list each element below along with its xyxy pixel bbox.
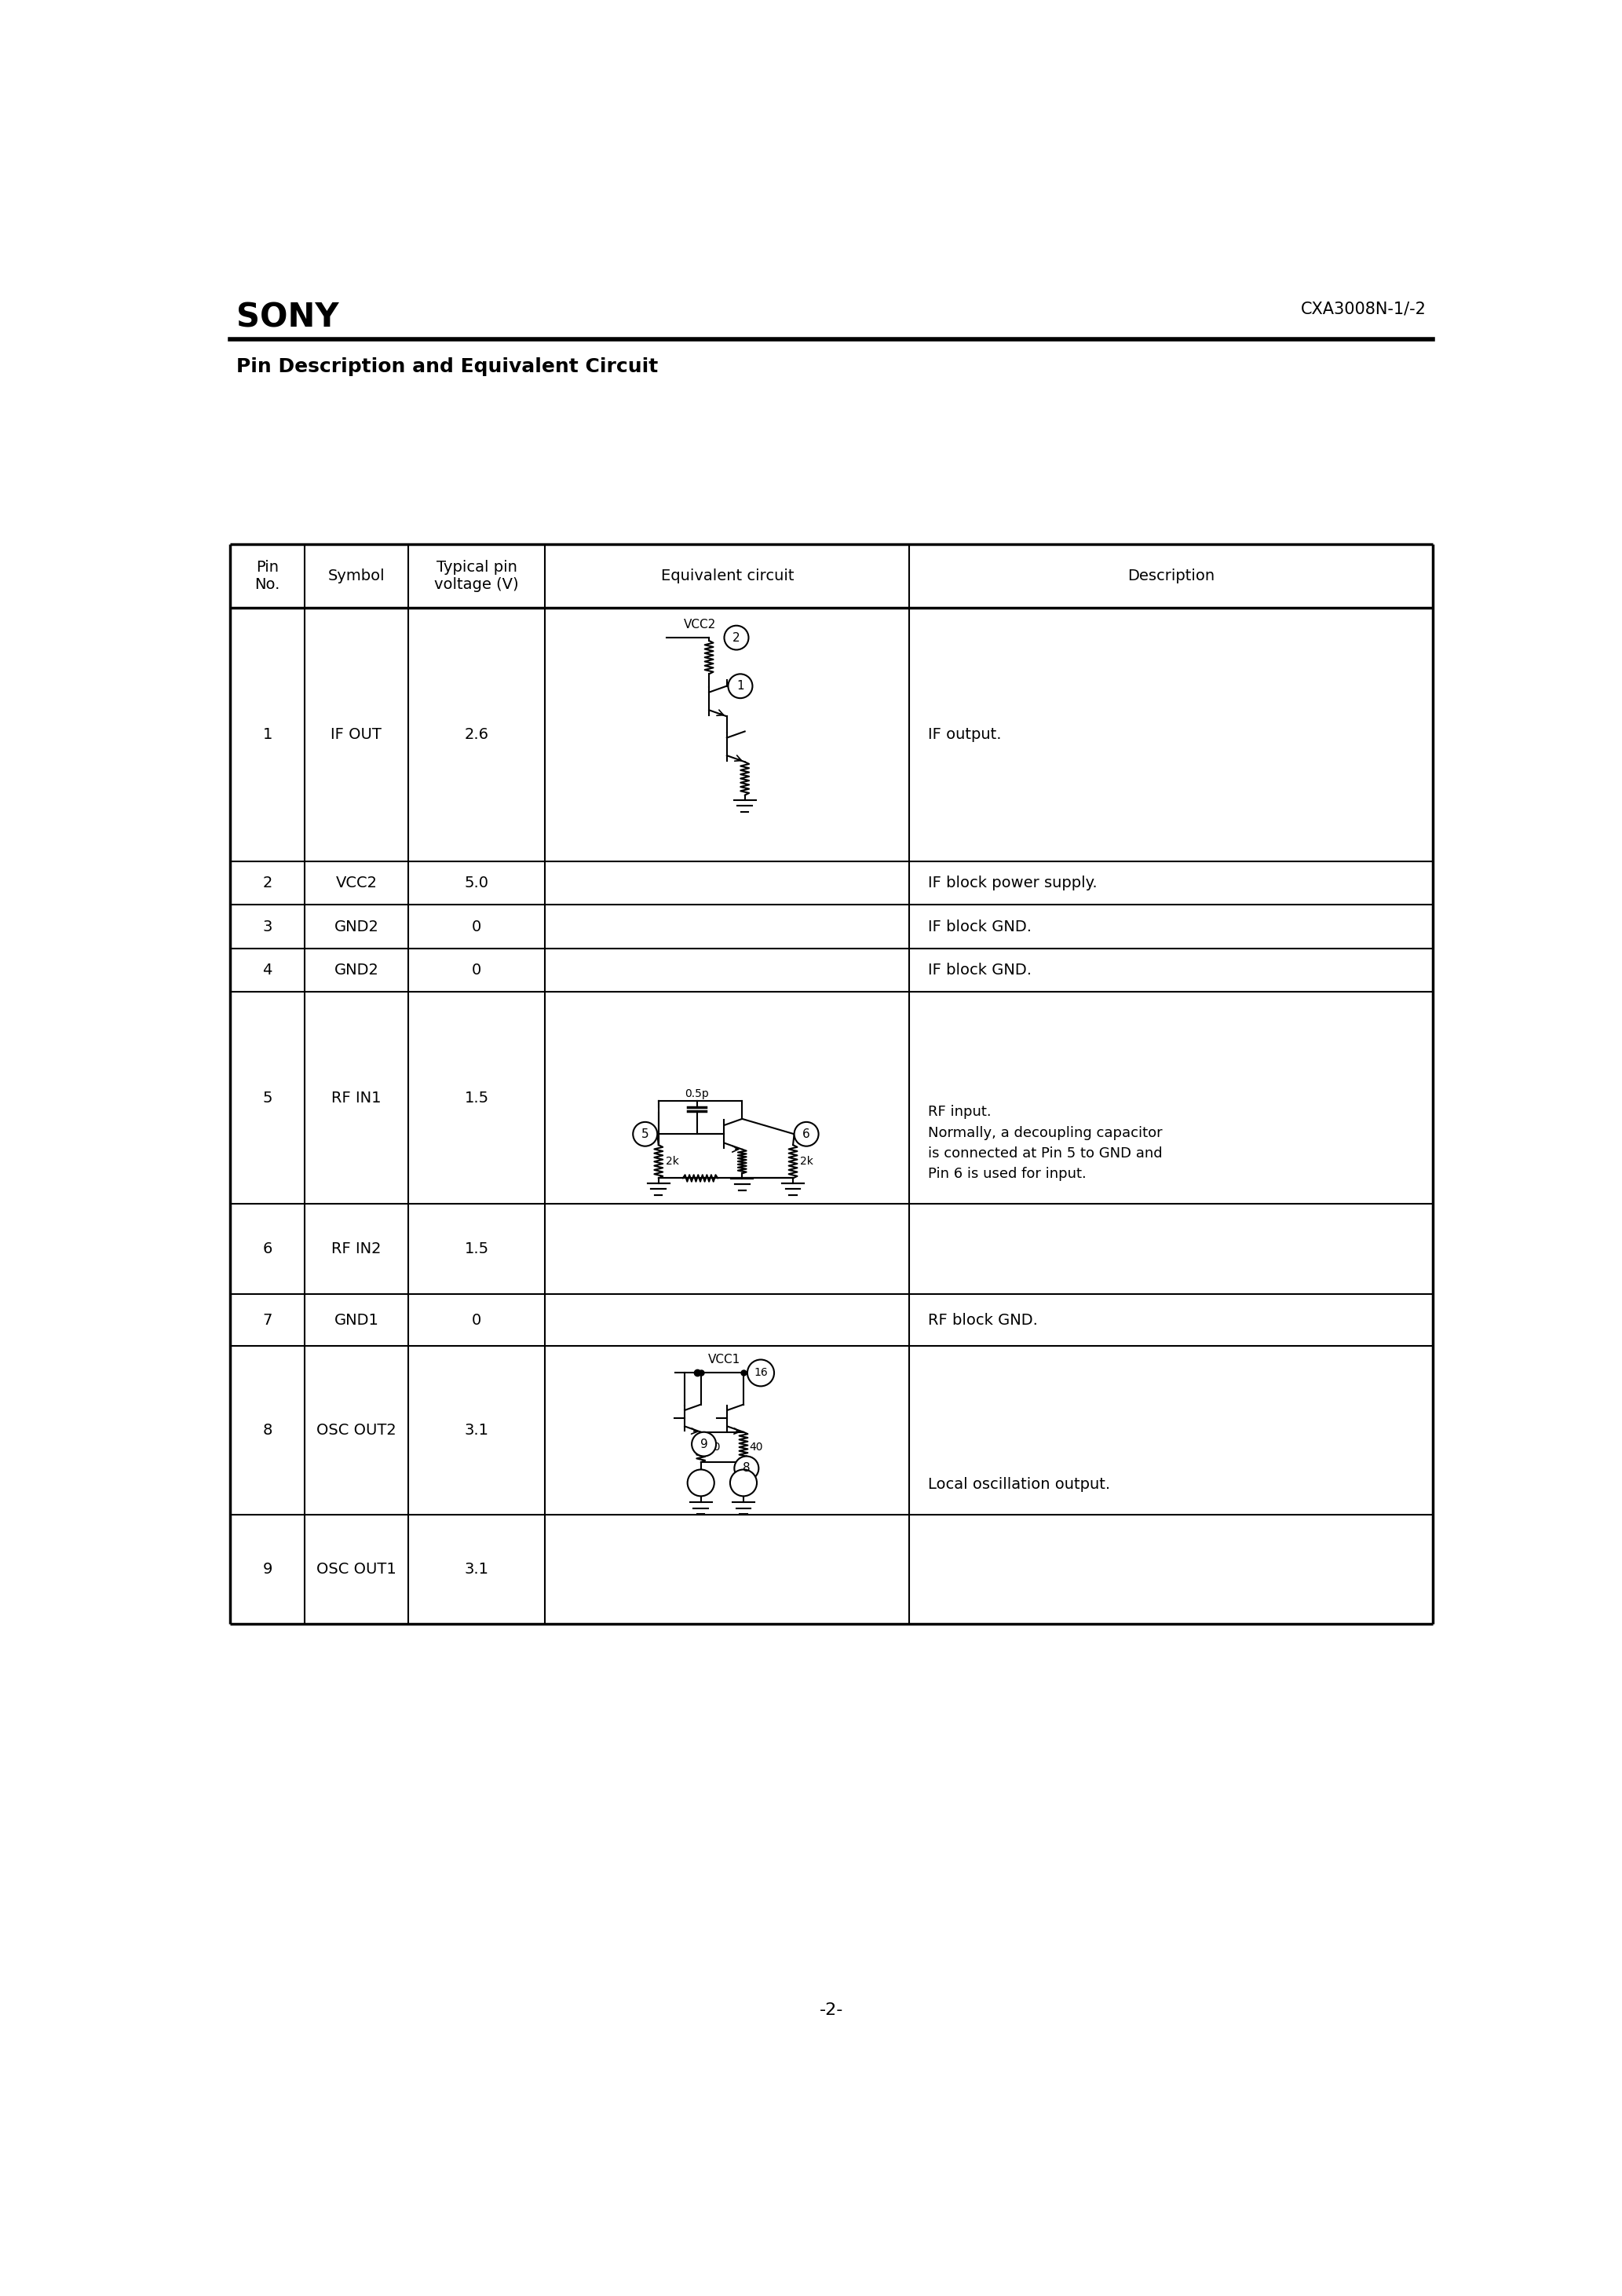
- Text: Pin Description and Equivalent Circuit: Pin Description and Equivalent Circuit: [237, 358, 659, 377]
- Text: 40: 40: [707, 1442, 720, 1453]
- Text: 2: 2: [263, 875, 272, 891]
- Text: OSC OUT2: OSC OUT2: [316, 1424, 396, 1437]
- Text: GND2: GND2: [334, 962, 378, 978]
- Text: 0: 0: [472, 962, 482, 978]
- Text: RF block GND.: RF block GND.: [928, 1313, 1038, 1327]
- Text: IF OUT: IF OUT: [331, 728, 381, 742]
- Circle shape: [728, 675, 753, 698]
- Text: 5.0: 5.0: [464, 875, 488, 891]
- Circle shape: [633, 1123, 657, 1146]
- Text: 1: 1: [736, 680, 744, 691]
- Circle shape: [725, 625, 749, 650]
- Text: 3.1: 3.1: [464, 1561, 488, 1577]
- Text: VCC2: VCC2: [336, 875, 378, 891]
- Text: CXA3008N-1/-2: CXA3008N-1/-2: [1301, 301, 1426, 317]
- Text: Equivalent circuit: Equivalent circuit: [660, 567, 793, 583]
- Text: RF IN2: RF IN2: [331, 1242, 381, 1256]
- Text: 1: 1: [263, 728, 272, 742]
- Text: 1.5: 1.5: [464, 1242, 488, 1256]
- Text: 3.1: 3.1: [464, 1424, 488, 1437]
- Text: 5: 5: [641, 1127, 649, 1141]
- Text: Typical pin
voltage (V): Typical pin voltage (V): [435, 560, 519, 592]
- Text: GND2: GND2: [334, 918, 378, 934]
- Circle shape: [730, 1469, 757, 1497]
- Text: 4: 4: [263, 962, 272, 978]
- Text: IF block power supply.: IF block power supply.: [928, 875, 1096, 891]
- Text: Local oscillation output.: Local oscillation output.: [928, 1476, 1109, 1492]
- Text: IF output.: IF output.: [928, 728, 1001, 742]
- Text: 0: 0: [472, 918, 482, 934]
- Circle shape: [795, 1123, 819, 1146]
- Text: GND1: GND1: [334, 1313, 378, 1327]
- Text: SONY: SONY: [237, 301, 339, 333]
- Text: 2k: 2k: [800, 1157, 814, 1166]
- Text: 8: 8: [263, 1424, 272, 1437]
- Text: 0.5p: 0.5p: [684, 1088, 709, 1100]
- Text: 40: 40: [749, 1442, 764, 1453]
- Text: IF block GND.: IF block GND.: [928, 918, 1032, 934]
- Circle shape: [691, 1433, 715, 1456]
- Text: 6: 6: [263, 1242, 272, 1256]
- Text: RF IN1: RF IN1: [331, 1091, 381, 1104]
- Text: 9: 9: [263, 1561, 272, 1577]
- Text: 0: 0: [472, 1313, 482, 1327]
- Text: Pin
No.: Pin No.: [255, 560, 281, 592]
- Text: 8: 8: [743, 1463, 751, 1474]
- Text: VCC1: VCC1: [709, 1355, 740, 1366]
- Text: 9: 9: [701, 1437, 707, 1451]
- Text: Description: Description: [1127, 567, 1215, 583]
- Text: Symbol: Symbol: [328, 567, 384, 583]
- Text: 6: 6: [803, 1127, 811, 1141]
- Text: 2.6: 2.6: [464, 728, 488, 742]
- Text: 1.5: 1.5: [464, 1091, 488, 1104]
- Text: 2: 2: [733, 631, 740, 643]
- Circle shape: [735, 1456, 759, 1481]
- Text: 2k: 2k: [665, 1157, 680, 1166]
- Text: 7: 7: [263, 1313, 272, 1327]
- Text: 5: 5: [263, 1091, 272, 1104]
- Text: OSC OUT1: OSC OUT1: [316, 1561, 396, 1577]
- Text: VCC2: VCC2: [684, 618, 715, 631]
- Text: 3: 3: [263, 918, 272, 934]
- Text: IF block GND.: IF block GND.: [928, 962, 1032, 978]
- Text: 16: 16: [754, 1368, 767, 1378]
- Circle shape: [748, 1359, 774, 1387]
- Circle shape: [688, 1469, 714, 1497]
- Text: -2-: -2-: [819, 2002, 843, 2018]
- Text: RF input.
Normally, a decoupling capacitor
is connected at Pin 5 to GND and
Pin : RF input. Normally, a decoupling capacit…: [928, 1104, 1161, 1182]
